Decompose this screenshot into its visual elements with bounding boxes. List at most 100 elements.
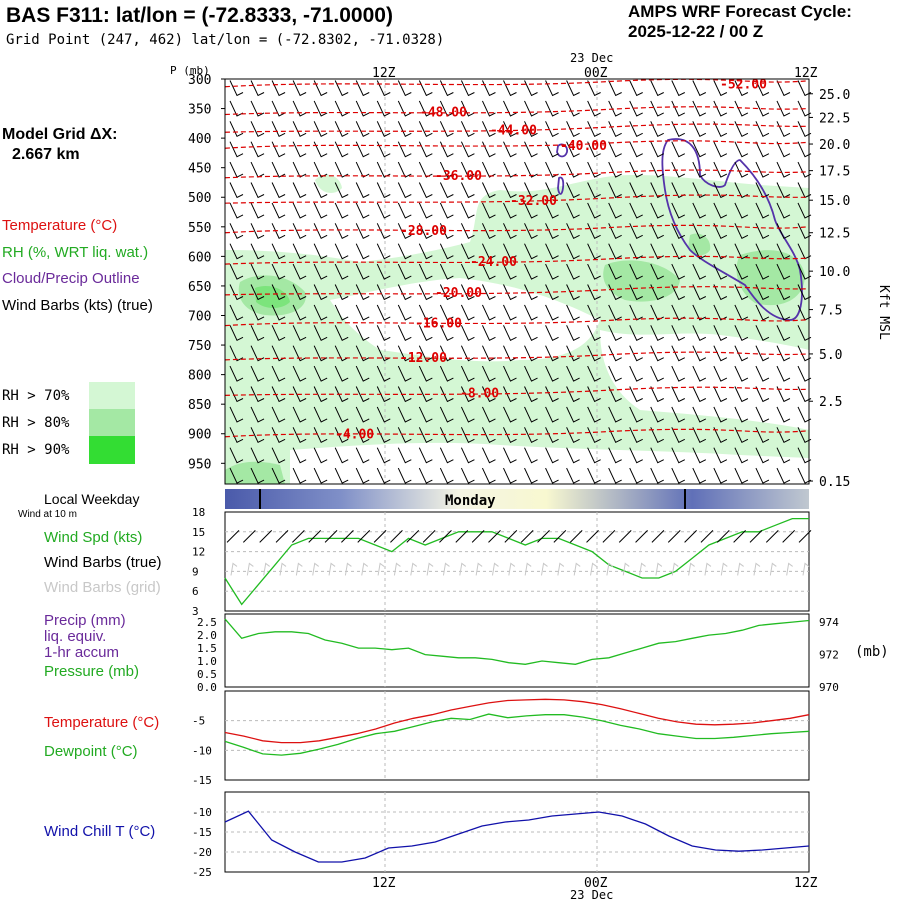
isotherm-7 — [224, 255, 810, 265]
wind-barb — [376, 202, 391, 219]
wind-barb — [545, 141, 559, 158]
wind-barb — [545, 304, 559, 321]
wind-barb — [355, 325, 370, 341]
wind-barb — [271, 467, 286, 484]
wind-barb — [608, 467, 622, 484]
wind-barb — [334, 345, 349, 362]
surface-wind-barb — [700, 530, 714, 543]
wind-barb — [545, 243, 559, 260]
wind-barb — [503, 202, 517, 219]
isotherm-label-4: -36.00 — [435, 169, 482, 184]
wind-barb — [671, 365, 686, 382]
surface-wind-barb — [357, 530, 371, 543]
wind-barb — [439, 263, 454, 280]
wind-barb — [418, 406, 433, 423]
wind-barb — [545, 182, 559, 199]
wind-barb — [292, 345, 307, 362]
wind-barb — [250, 284, 265, 301]
wind-barb — [355, 121, 370, 137]
rh70-swatch — [89, 382, 135, 409]
wind-barb — [629, 447, 643, 464]
wind-barb — [460, 80, 475, 97]
wind-barb — [376, 447, 391, 464]
wind-barb — [292, 202, 307, 219]
wind-barb — [460, 263, 475, 280]
wind-barb — [334, 406, 349, 423]
wind-barb — [755, 386, 770, 403]
wind-barb — [439, 467, 454, 484]
wind-barb — [271, 263, 286, 280]
legend-cloud: Cloud/Precip Outline — [2, 270, 140, 287]
wind-barb — [671, 202, 686, 219]
wind-barb — [250, 100, 265, 117]
wind-barb — [524, 345, 538, 362]
isotherm-0 — [224, 78, 810, 88]
wind-barb — [713, 386, 728, 403]
grid-wind-barb — [328, 562, 336, 576]
wind-barb — [334, 304, 349, 321]
wind-barb — [713, 80, 728, 97]
wind-barb — [418, 223, 433, 239]
wind-barb — [229, 447, 244, 464]
wind-barb — [376, 427, 391, 443]
wind-barb — [397, 447, 412, 464]
cs-ylabel-13: 950 — [188, 457, 211, 472]
isotherm-label-1: -48.00 — [420, 106, 467, 121]
wind-barb — [355, 100, 370, 117]
wind-barb — [524, 304, 538, 321]
wind-barb — [503, 284, 517, 301]
surface-wind-barb — [422, 530, 436, 543]
wind-barb — [587, 141, 601, 158]
wind-barb — [692, 182, 707, 199]
wind-barb — [650, 141, 664, 158]
wind-barb — [460, 121, 475, 137]
wind-barb — [481, 182, 496, 199]
wind-speed-panel-ylabel-1: 6 — [192, 585, 199, 598]
wind-barb — [460, 345, 475, 362]
wind-barb — [481, 100, 496, 117]
wind-barb — [481, 467, 496, 484]
wind-barb — [376, 284, 391, 301]
isotherm-label-2: -44.00 — [490, 123, 537, 138]
wind-barb — [503, 406, 517, 423]
rh70-clear-low — [600, 330, 809, 430]
wind-barb — [776, 161, 791, 178]
wind-barb — [713, 202, 728, 219]
grid-wind-barb — [737, 562, 744, 576]
grid-wind-barb — [263, 562, 270, 576]
wind-barb — [229, 263, 244, 280]
wind-barb — [355, 182, 370, 199]
wind-barb — [629, 365, 643, 382]
wind-barb — [439, 243, 454, 260]
wind-barb — [229, 467, 244, 484]
wind-barb — [271, 284, 286, 301]
grid-wind-barb — [426, 562, 434, 576]
isotherm-label-5: -32.00 — [510, 194, 557, 209]
wind-barb — [524, 223, 538, 239]
wind-barb — [418, 427, 433, 443]
wind-barb — [292, 406, 307, 423]
wind-barb — [250, 263, 265, 280]
wind-barb — [250, 467, 265, 484]
wind-barb — [545, 121, 559, 137]
wind-barb — [587, 365, 601, 382]
wind-barb — [376, 80, 391, 97]
rh80-swatch — [89, 409, 135, 436]
wind-barb — [734, 386, 749, 403]
wind-barb — [776, 406, 791, 423]
grid-wind-barb — [786, 562, 793, 576]
top-date-label: 23 Dec — [570, 51, 613, 65]
model-grid-label: Model Grid ΔX: — [2, 126, 118, 143]
cs-ylabel-11: 850 — [188, 398, 211, 413]
wind-at-label: Wind at 10 m — [18, 509, 77, 520]
wind-barb — [503, 121, 517, 137]
wind-barb — [334, 100, 349, 117]
legend-temperature: Temperature (°C) — [2, 217, 118, 234]
wind-barb — [545, 365, 559, 382]
wind-barb — [376, 406, 391, 423]
wind-barb — [524, 80, 538, 97]
wind-barb — [629, 467, 643, 484]
surface-wind-barb — [537, 530, 550, 543]
grid-wind-barb — [688, 562, 695, 576]
wind-barb — [376, 365, 391, 382]
